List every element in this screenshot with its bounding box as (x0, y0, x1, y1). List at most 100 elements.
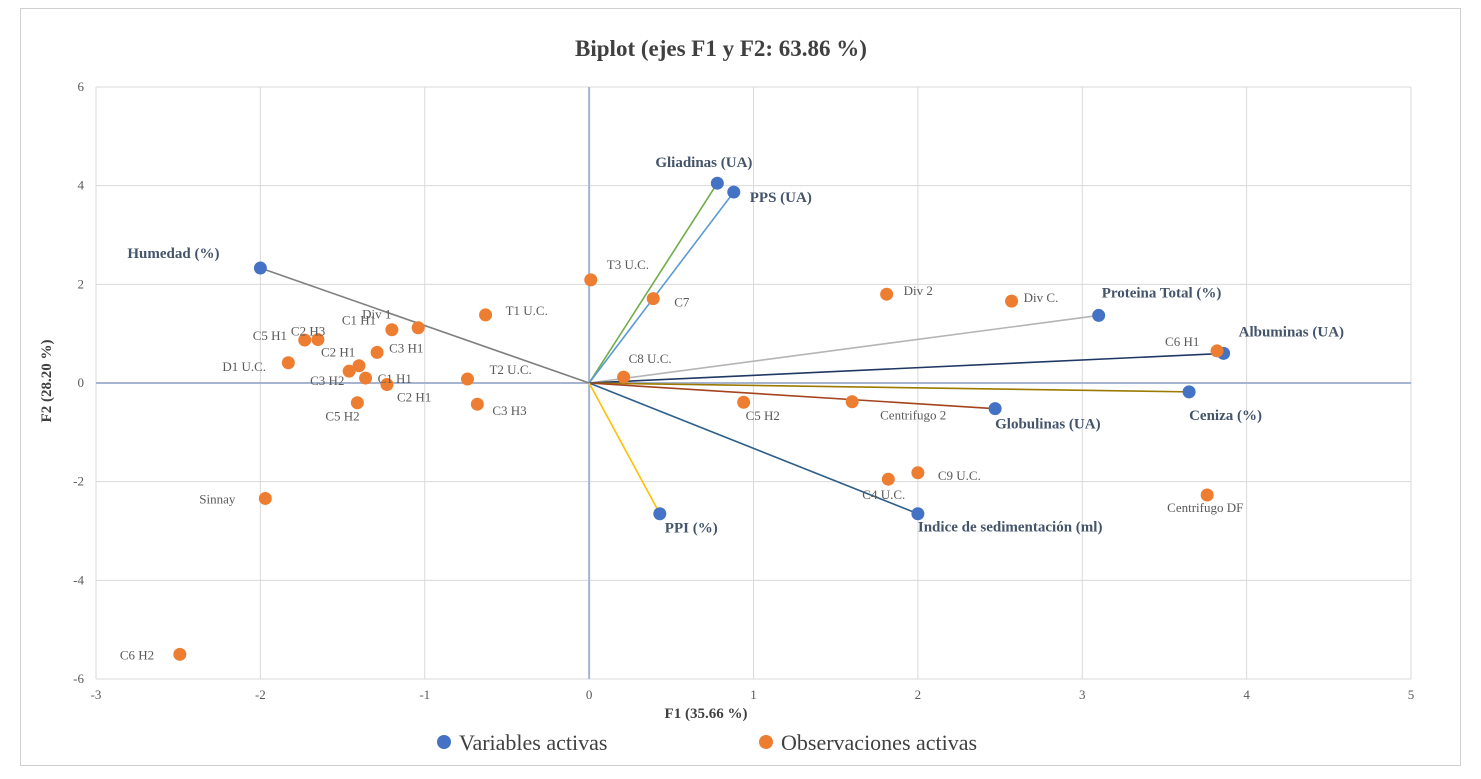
observation-label: Centrifugo DF (1167, 500, 1243, 515)
observation-label: T2 U.C. (489, 362, 531, 377)
y-tick-label: 2 (78, 276, 85, 291)
variable-vector (588, 191, 735, 384)
observation-label: T1 U.C. (506, 303, 548, 318)
observation-label: C1 H1 (378, 371, 412, 386)
x-tick-label: 5 (1408, 687, 1415, 702)
observation-label: C9 U.C. (938, 468, 981, 483)
y-tick-label: 4 (78, 178, 85, 193)
x-tick-label: 1 (750, 687, 757, 702)
observation-point (370, 345, 384, 359)
variable-label: Albuminas (UA) (1239, 324, 1344, 340)
observation-point (352, 359, 366, 373)
observation-point (737, 395, 751, 409)
y-tick-label: 0 (78, 375, 85, 390)
x-axis-label: F1 (35.66 %) (665, 706, 748, 722)
y-axis-label: F2 (28.20 %) (39, 340, 55, 423)
x-tick-label: -1 (419, 687, 430, 702)
variable-label: Humedad (%) (127, 246, 219, 262)
variable-vector (588, 382, 919, 515)
observation-point (911, 466, 925, 480)
observation-point (258, 491, 272, 505)
observation-point (881, 472, 895, 486)
variable-point (253, 261, 267, 275)
variable-point (727, 185, 741, 199)
legend-observation-marker (759, 735, 773, 749)
x-tick-label: 3 (1079, 687, 1086, 702)
y-tick-label: -4 (73, 572, 84, 587)
variable-label: PPI (%) (665, 521, 718, 537)
observation-point (411, 321, 425, 335)
observation-point (342, 364, 356, 378)
observation-label: C8 U.C. (629, 351, 672, 366)
variable-vector (589, 352, 1224, 384)
observation-point (350, 396, 364, 410)
observation-point (359, 371, 373, 385)
legend-variable-marker (437, 735, 451, 749)
observation-label: C3 H1 (389, 340, 423, 355)
observation-point (1210, 344, 1224, 358)
variable-label: Gliadinas (UA) (655, 155, 752, 171)
observation-label: Div 1 (362, 307, 391, 322)
variable-label: Globulinas (UA) (995, 417, 1100, 433)
observation-point (311, 333, 325, 347)
variable-point (653, 507, 667, 521)
y-tick-label: 6 (78, 79, 85, 94)
observation-label: D1 U.C. (222, 359, 266, 374)
chart-frame: -3 -2 -1 0 1 2 3 4 5 -6 -4 -2 0 2 4 6 Gliadinas (UA) PPS… (20, 8, 1461, 766)
y-tick-label: -6 (73, 671, 84, 686)
x-tick-label: -3 (91, 687, 102, 702)
variable-point (710, 176, 724, 190)
biplot-chart: -3 -2 -1 0 1 2 3 4 5 -6 -4 -2 0 2 4 6 Gliadinas (UA) PPS… (39, 36, 1414, 755)
legend-observation-label: Observaciones activas (781, 730, 977, 755)
observation-point (1005, 294, 1019, 308)
variable-label: Ceniza (%) (1189, 408, 1262, 424)
observation-point (470, 397, 484, 411)
observation-point (479, 308, 493, 322)
variable-label: Proteina Total (%) (1102, 285, 1222, 301)
observation-label: C2 H1 (321, 345, 355, 360)
observation-label: C5 H2 (325, 409, 359, 424)
observation-point (385, 323, 399, 337)
observation-label: C4 U.C. (862, 487, 905, 502)
observation-point (460, 372, 474, 386)
variable-label: PPS (UA) (750, 190, 812, 206)
observation-label: C1 H1 (342, 313, 376, 328)
observation-label: C6 H1 (1165, 334, 1199, 349)
legend: Variables activas Observaciones activas (437, 730, 977, 755)
variable-point (1092, 308, 1106, 322)
observation-point (380, 377, 394, 391)
variable-vector (588, 182, 719, 384)
label-layer: Gliadinas (UA) PPS (UA) Humedad (%) Protein… (120, 155, 1344, 662)
x-tick-label: 0 (586, 687, 593, 702)
observation-label: Centrifugo 2 (880, 408, 946, 423)
x-tick-label: 2 (915, 687, 922, 702)
observation-point (880, 287, 894, 301)
variable-point (911, 507, 925, 521)
variable-label: Indice de sedimentación (ml) (918, 520, 1103, 536)
tick-layer: -3 -2 -1 0 1 2 3 4 5 -6 -4 -2 0 2 4 6 (73, 79, 1414, 702)
legend-variable-label: Variables activas (459, 730, 607, 755)
variable-vector (589, 314, 1099, 384)
point-layer (173, 176, 1231, 661)
chart-title: Biplot (ejes F1 y F2: 63.86 %) (575, 36, 867, 61)
observation-point (617, 370, 631, 384)
y-tick-label: -2 (73, 474, 84, 489)
observation-label: T3 U.C. (607, 257, 649, 272)
observation-point (1200, 488, 1214, 502)
x-tick-label: 4 (1243, 687, 1250, 702)
variable-vector (589, 382, 1190, 393)
variable-vector (589, 382, 996, 410)
observation-label: C2 H1 (397, 389, 431, 404)
vector-layer (260, 182, 1224, 515)
observation-label: Div 2 (904, 283, 933, 298)
variable-vector (588, 382, 661, 515)
observation-point (584, 273, 598, 287)
variable-point (1182, 385, 1196, 399)
observation-label: C7 (674, 295, 690, 310)
variable-point (988, 402, 1002, 416)
observation-label: C2 H3 (291, 324, 325, 339)
observation-point (281, 356, 295, 370)
grid-layer (95, 86, 1412, 680)
observation-label: Sinnay (199, 491, 236, 506)
observation-label: C5 H1 (253, 328, 287, 343)
